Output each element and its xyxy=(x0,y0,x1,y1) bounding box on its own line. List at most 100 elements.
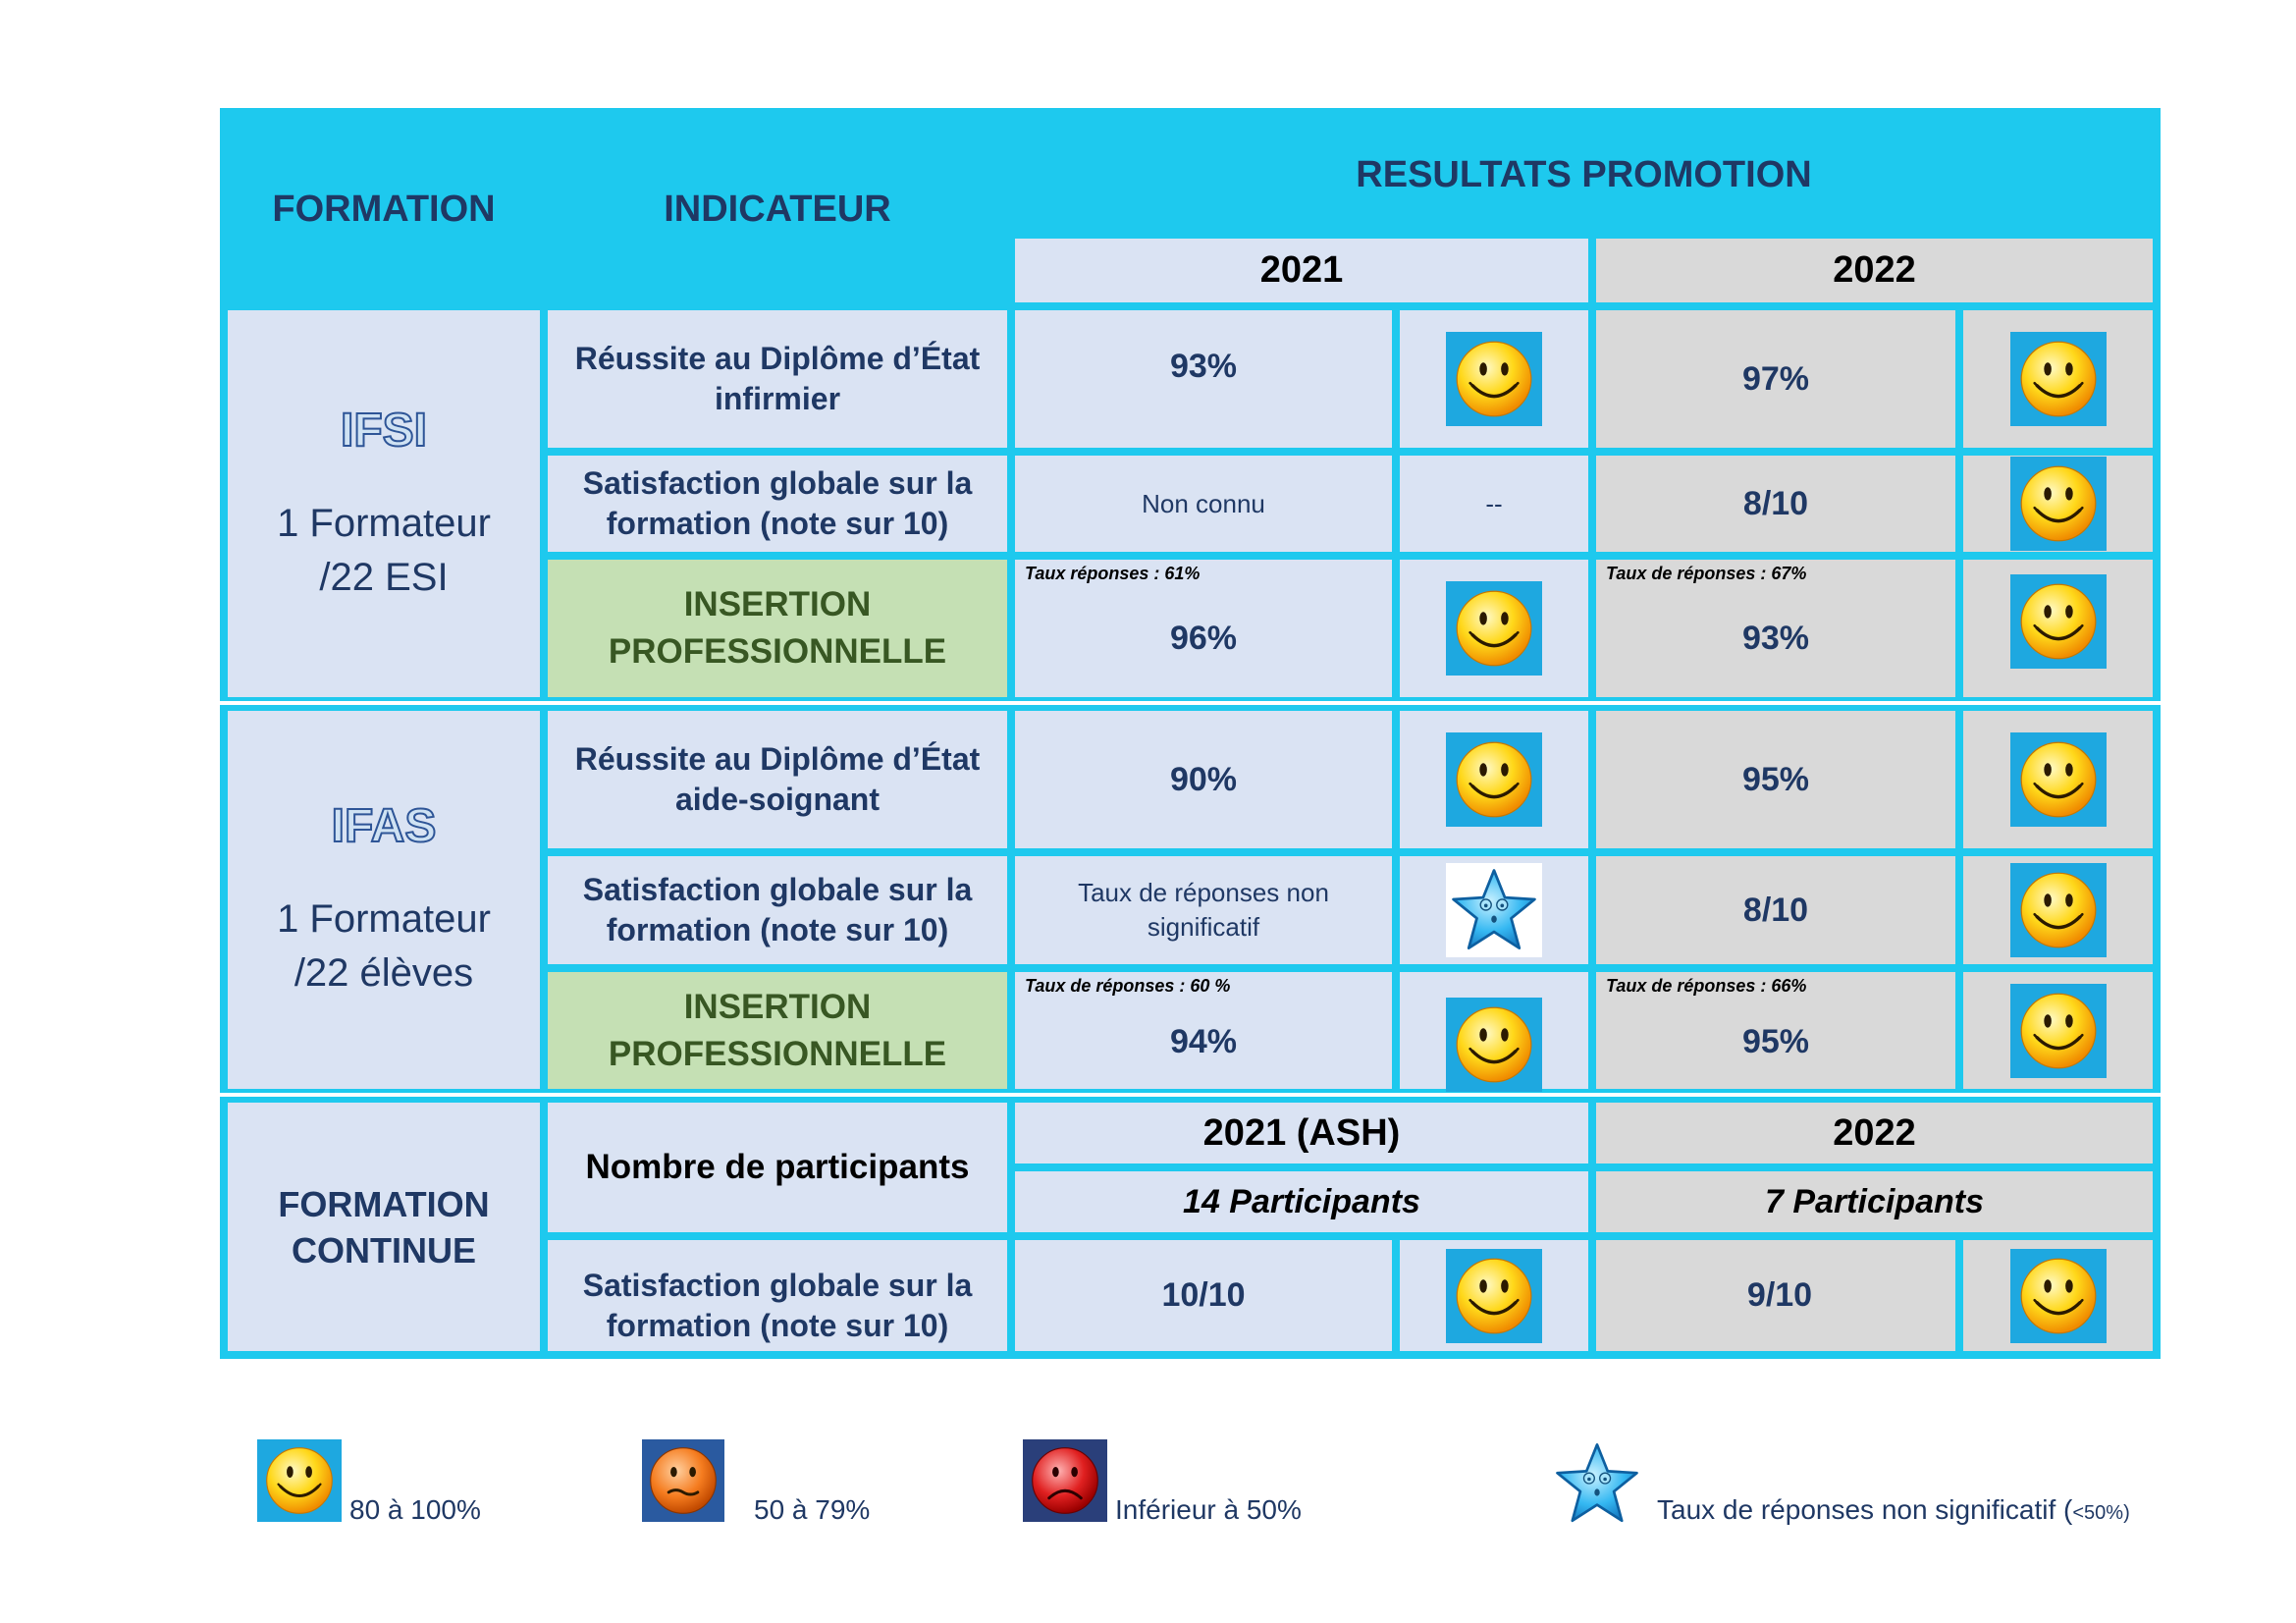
ifsi-ratio-line1: 1 Formateur xyxy=(277,501,491,545)
header-indicateur: INDICATEUR xyxy=(548,116,1007,302)
indicator-line: Satisfaction globale sur la xyxy=(582,465,973,501)
indicator-line: INSERTION xyxy=(683,585,872,623)
ifsi-indicator-insertion: INSERTION PROFESSIONNELLE xyxy=(548,560,1007,697)
ifas-insertion-2022-icon-cell xyxy=(1963,972,2153,1089)
section-divider xyxy=(220,701,2161,705)
ifsi-indicator-satisfaction: Satisfaction globale sur la formation (no… xyxy=(548,456,1007,552)
star-icon xyxy=(1553,1439,1641,1528)
ifas-diplome-2021-value: 90% xyxy=(1015,711,1392,848)
ifas-insertion-2021-value: 94% xyxy=(1169,1023,1238,1060)
ifas-insertion-2022-cell: Taux de réponses : 66% 95% xyxy=(1596,972,1955,1089)
ifas-satisfaction-2021-value: Taux de réponses non significatif xyxy=(1015,856,1392,964)
response-rate-note: Taux réponses : 61% xyxy=(1025,564,1201,583)
smiley-happy-icon xyxy=(2009,457,2107,551)
formation-continue-title-line: FORMATION xyxy=(278,1183,490,1224)
ifas-insertion-2021-cell: Taux de réponses : 60 % 94% xyxy=(1015,972,1392,1089)
header-year-2021: 2021 xyxy=(1015,239,1588,302)
ifas-satisfaction-2022-value: 8/10 xyxy=(1596,856,1955,964)
ifsi-satisfaction-2022-icon-cell xyxy=(1963,456,2153,552)
response-rate-note: Taux de réponses : 67% xyxy=(1606,564,1807,583)
ifas-insertion-2021-icon-cell xyxy=(1400,972,1588,1092)
ifsi-formation-cell: IFSI 1 Formateur /22 ESI xyxy=(228,310,540,697)
smiley-happy-icon xyxy=(2009,983,2107,1078)
ifsi-insertion-2021-value: 96% xyxy=(1169,619,1238,657)
indicator-line: aide-soignant xyxy=(674,782,880,817)
ifsi-title: IFSI xyxy=(340,404,428,458)
legend-label: Inférieur à 50% xyxy=(1115,1494,1302,1525)
legend-label-small: <50%) xyxy=(2072,1502,2130,1524)
smiley-happy-icon xyxy=(257,1439,342,1522)
ifas-insertion-2022-value: 95% xyxy=(1741,1023,1810,1060)
legend-label: Taux de réponses non significatif (<50%) xyxy=(1657,1494,2130,1526)
ifas-satisfaction-2021-icon-cell xyxy=(1400,856,1588,964)
section-divider xyxy=(220,1093,2161,1097)
smiley-happy-icon xyxy=(1446,581,1542,676)
legend-label: 50 à 79% xyxy=(754,1494,871,1525)
header-resultats-promotion: RESULTATS PROMOTION xyxy=(1015,116,2153,234)
indicator-line: PROFESSIONNELLE xyxy=(608,632,947,671)
legend-item-low xyxy=(1023,1439,1107,1522)
participants-2021: 14 Participants xyxy=(1015,1171,1588,1232)
header-year-2022: 2022 xyxy=(1596,239,2153,302)
legend-label: 80 à 100% xyxy=(349,1494,481,1525)
smiley-happy-icon xyxy=(2009,732,2107,827)
response-rate-note: Taux de réponses : 66% xyxy=(1606,976,1807,996)
header-formation: FORMATION xyxy=(228,116,540,302)
formation-continue-cell: FORMATION CONTINUE xyxy=(228,1103,540,1351)
ifsi-insertion-2022-cell: Taux de réponses : 67% 93% xyxy=(1596,560,1955,697)
smiley-happy-icon xyxy=(1446,332,1542,426)
smiley-happy-icon xyxy=(1446,732,1542,827)
indicator-line: formation (note sur 10) xyxy=(606,506,949,541)
indicator-line: INSERTION xyxy=(683,987,872,1026)
ifas-ratio-line1: 1 Formateur xyxy=(277,897,491,941)
ifsi-insertion-2021-cell: Taux réponses : 61% 96% xyxy=(1015,560,1392,697)
legend-item-medium xyxy=(642,1439,724,1522)
ifas-indicator-satisfaction: Satisfaction globale sur la formation (no… xyxy=(548,856,1007,964)
ifas-diplome-2022-icon-cell xyxy=(1963,711,2153,848)
ifas-indicator-diplome: Réussite au Diplôme d’État aide-soignant xyxy=(548,711,1007,848)
ifsi-insertion-2022-value: 93% xyxy=(1741,619,1810,657)
ifsi-satisfaction-2021-dash: -- xyxy=(1400,456,1588,552)
indicator-line: Réussite au Diplôme d’État xyxy=(574,341,981,376)
ifas-formation-cell: IFAS 1 Formateur /22 élèves xyxy=(228,711,540,1089)
ifsi-insertion-2021-icon-cell xyxy=(1400,560,1588,697)
indicator-line: PROFESSIONNELLE xyxy=(608,1034,947,1073)
continue-satisfaction-2022-value: 9/10 xyxy=(1596,1240,1955,1351)
ifsi-satisfaction-2022-value: 8/10 xyxy=(1596,456,1955,552)
ifas-satisfaction-2022-icon-cell xyxy=(1963,856,2153,964)
value-line: Taux de réponses non xyxy=(1078,878,1329,907)
ifsi-diplome-2022-value: 97% xyxy=(1596,310,1955,448)
smiley-happy-icon xyxy=(2009,1248,2107,1343)
indicator-line: Satisfaction globale sur la xyxy=(582,872,973,907)
ifas-diplome-2021-icon-cell xyxy=(1400,711,1588,848)
legend-item-high xyxy=(257,1439,342,1522)
smiley-sad-icon xyxy=(1023,1439,1107,1522)
ifsi-ratio-line2: /22 ESI xyxy=(319,555,449,599)
indicator-line: infirmier xyxy=(714,381,841,416)
smiley-happy-icon xyxy=(2009,332,2107,426)
continue-satisfaction-2021-icon-cell xyxy=(1400,1240,1588,1351)
continue-year-2021: 2021 (ASH) xyxy=(1015,1103,1588,1163)
smiley-happy-icon xyxy=(2009,574,2107,669)
legend-item-not-significant xyxy=(1553,1439,1641,1528)
formation-continue-title-line: CONTINUE xyxy=(291,1229,476,1271)
indicator-line: Satisfaction globale sur la xyxy=(582,1267,973,1303)
ifsi-insertion-2022-icon-cell xyxy=(1963,560,2153,697)
continue-indicator-satisfaction: Satisfaction globale sur la formation (no… xyxy=(548,1240,1007,1351)
smiley-happy-icon xyxy=(1446,997,1542,1092)
indicator-line: formation (note sur 10) xyxy=(606,1307,949,1343)
ifsi-diplome-2021-value: 93% xyxy=(1015,310,1392,448)
continue-satisfaction-2022-icon-cell xyxy=(1963,1240,2153,1351)
ifas-ratio-line2: /22 élèves xyxy=(294,951,474,995)
ifsi-satisfaction-2021-value: Non connu xyxy=(1015,456,1392,552)
ifas-diplome-2022-value: 95% xyxy=(1596,711,1955,848)
participants-2022: 7 Participants xyxy=(1596,1171,2153,1232)
legend-label-main: Taux de réponses non significatif ( xyxy=(1657,1494,2073,1525)
ifsi-diplome-2022-icon-cell xyxy=(1963,310,2153,448)
star-icon xyxy=(1446,863,1542,957)
response-rate-note: Taux de réponses : 60 % xyxy=(1025,976,1231,996)
ifas-indicator-insertion: INSERTION PROFESSIONNELLE xyxy=(548,972,1007,1089)
ifsi-indicator-diplome: Réussite au Diplôme d’État infirmier xyxy=(548,310,1007,448)
participants-label: Nombre de participants xyxy=(548,1103,1007,1232)
smiley-happy-icon xyxy=(1446,1248,1542,1343)
